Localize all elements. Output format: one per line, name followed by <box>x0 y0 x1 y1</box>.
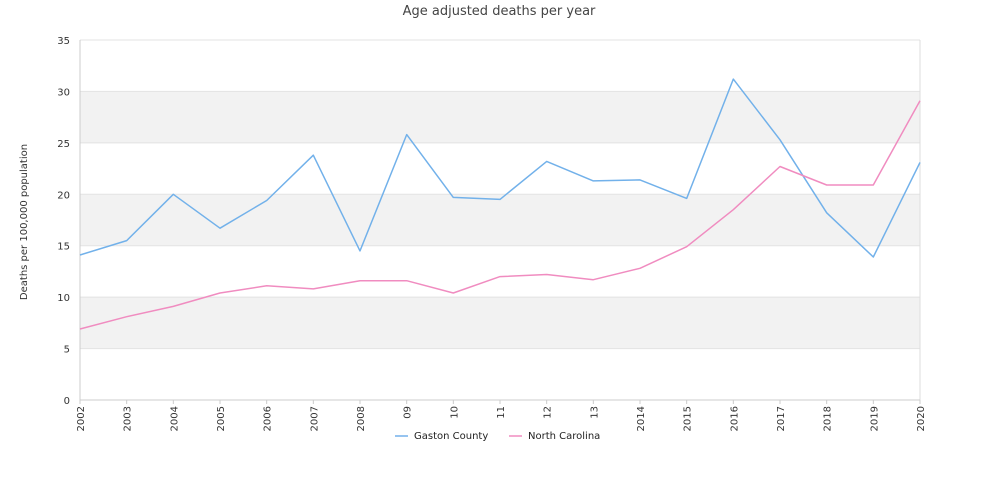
series-line-gaston-county[interactable] <box>79 78 921 258</box>
legend-item[interactable]: North Carolina <box>509 431 600 442</box>
x-tick-label: 2007 <box>309 406 320 431</box>
grid-band <box>80 348 920 400</box>
y-axis-label: Deaths per 100,000 population <box>19 144 30 300</box>
gridlines <box>80 39 920 401</box>
y-tick-label: 0 <box>64 396 70 407</box>
grid-band <box>80 40 920 92</box>
x-tick-label: 2006 <box>263 406 274 431</box>
x-tick-label: 2003 <box>123 406 134 431</box>
y-tick-label: 10 <box>57 293 70 304</box>
x-tick-label: 2005 <box>216 406 227 431</box>
y-tick-label: 35 <box>57 36 70 47</box>
y-tick-label: 15 <box>57 242 70 253</box>
x-tick-label: 2008 <box>356 406 367 431</box>
legend-label: North Carolina <box>528 431 600 442</box>
x-tick-label: 13 <box>589 406 600 419</box>
legend-label: Gaston County <box>414 431 488 442</box>
x-tick-label: 09 <box>403 406 414 419</box>
grid-band <box>80 245 920 298</box>
x-tick-label: 2017 <box>776 406 787 431</box>
legend[interactable]: Gaston County North Carolina <box>395 431 600 442</box>
grid-band <box>80 194 920 246</box>
x-tick-label: 10 <box>449 406 460 419</box>
y-tick-label: 25 <box>57 139 70 150</box>
x-tick-label: 2014 <box>636 406 647 431</box>
x-tick-label: 2018 <box>823 406 834 431</box>
grid-bands <box>80 40 920 400</box>
legend-item[interactable]: Gaston County <box>395 431 488 442</box>
x-tick-label: 2020 <box>916 406 927 431</box>
tick-labels: 0 5 10 15 20 25 30 35 2002 2003 2004 2005 2006 2007 20… <box>57 36 927 431</box>
grid-band <box>80 142 920 195</box>
series-line-north-carolina[interactable] <box>79 100 921 330</box>
x-tick-label: 2015 <box>683 406 694 431</box>
y-tick-label: 20 <box>57 190 70 201</box>
grid-band <box>80 91 920 143</box>
series-lines <box>79 78 921 330</box>
x-tick-label: 2004 <box>169 406 180 431</box>
y-tick-label: 30 <box>57 87 70 98</box>
y-tick-label: 5 <box>64 345 70 356</box>
grid-band <box>80 297 920 349</box>
x-tick-label: 2016 <box>729 406 740 431</box>
x-tick-label: 2019 <box>869 406 880 431</box>
x-tick-label: 11 <box>496 406 507 419</box>
x-tick-label: 2002 <box>76 406 87 431</box>
chart-title: Age adjusted deaths per year <box>403 4 596 19</box>
x-tick-label: 12 <box>543 406 554 419</box>
